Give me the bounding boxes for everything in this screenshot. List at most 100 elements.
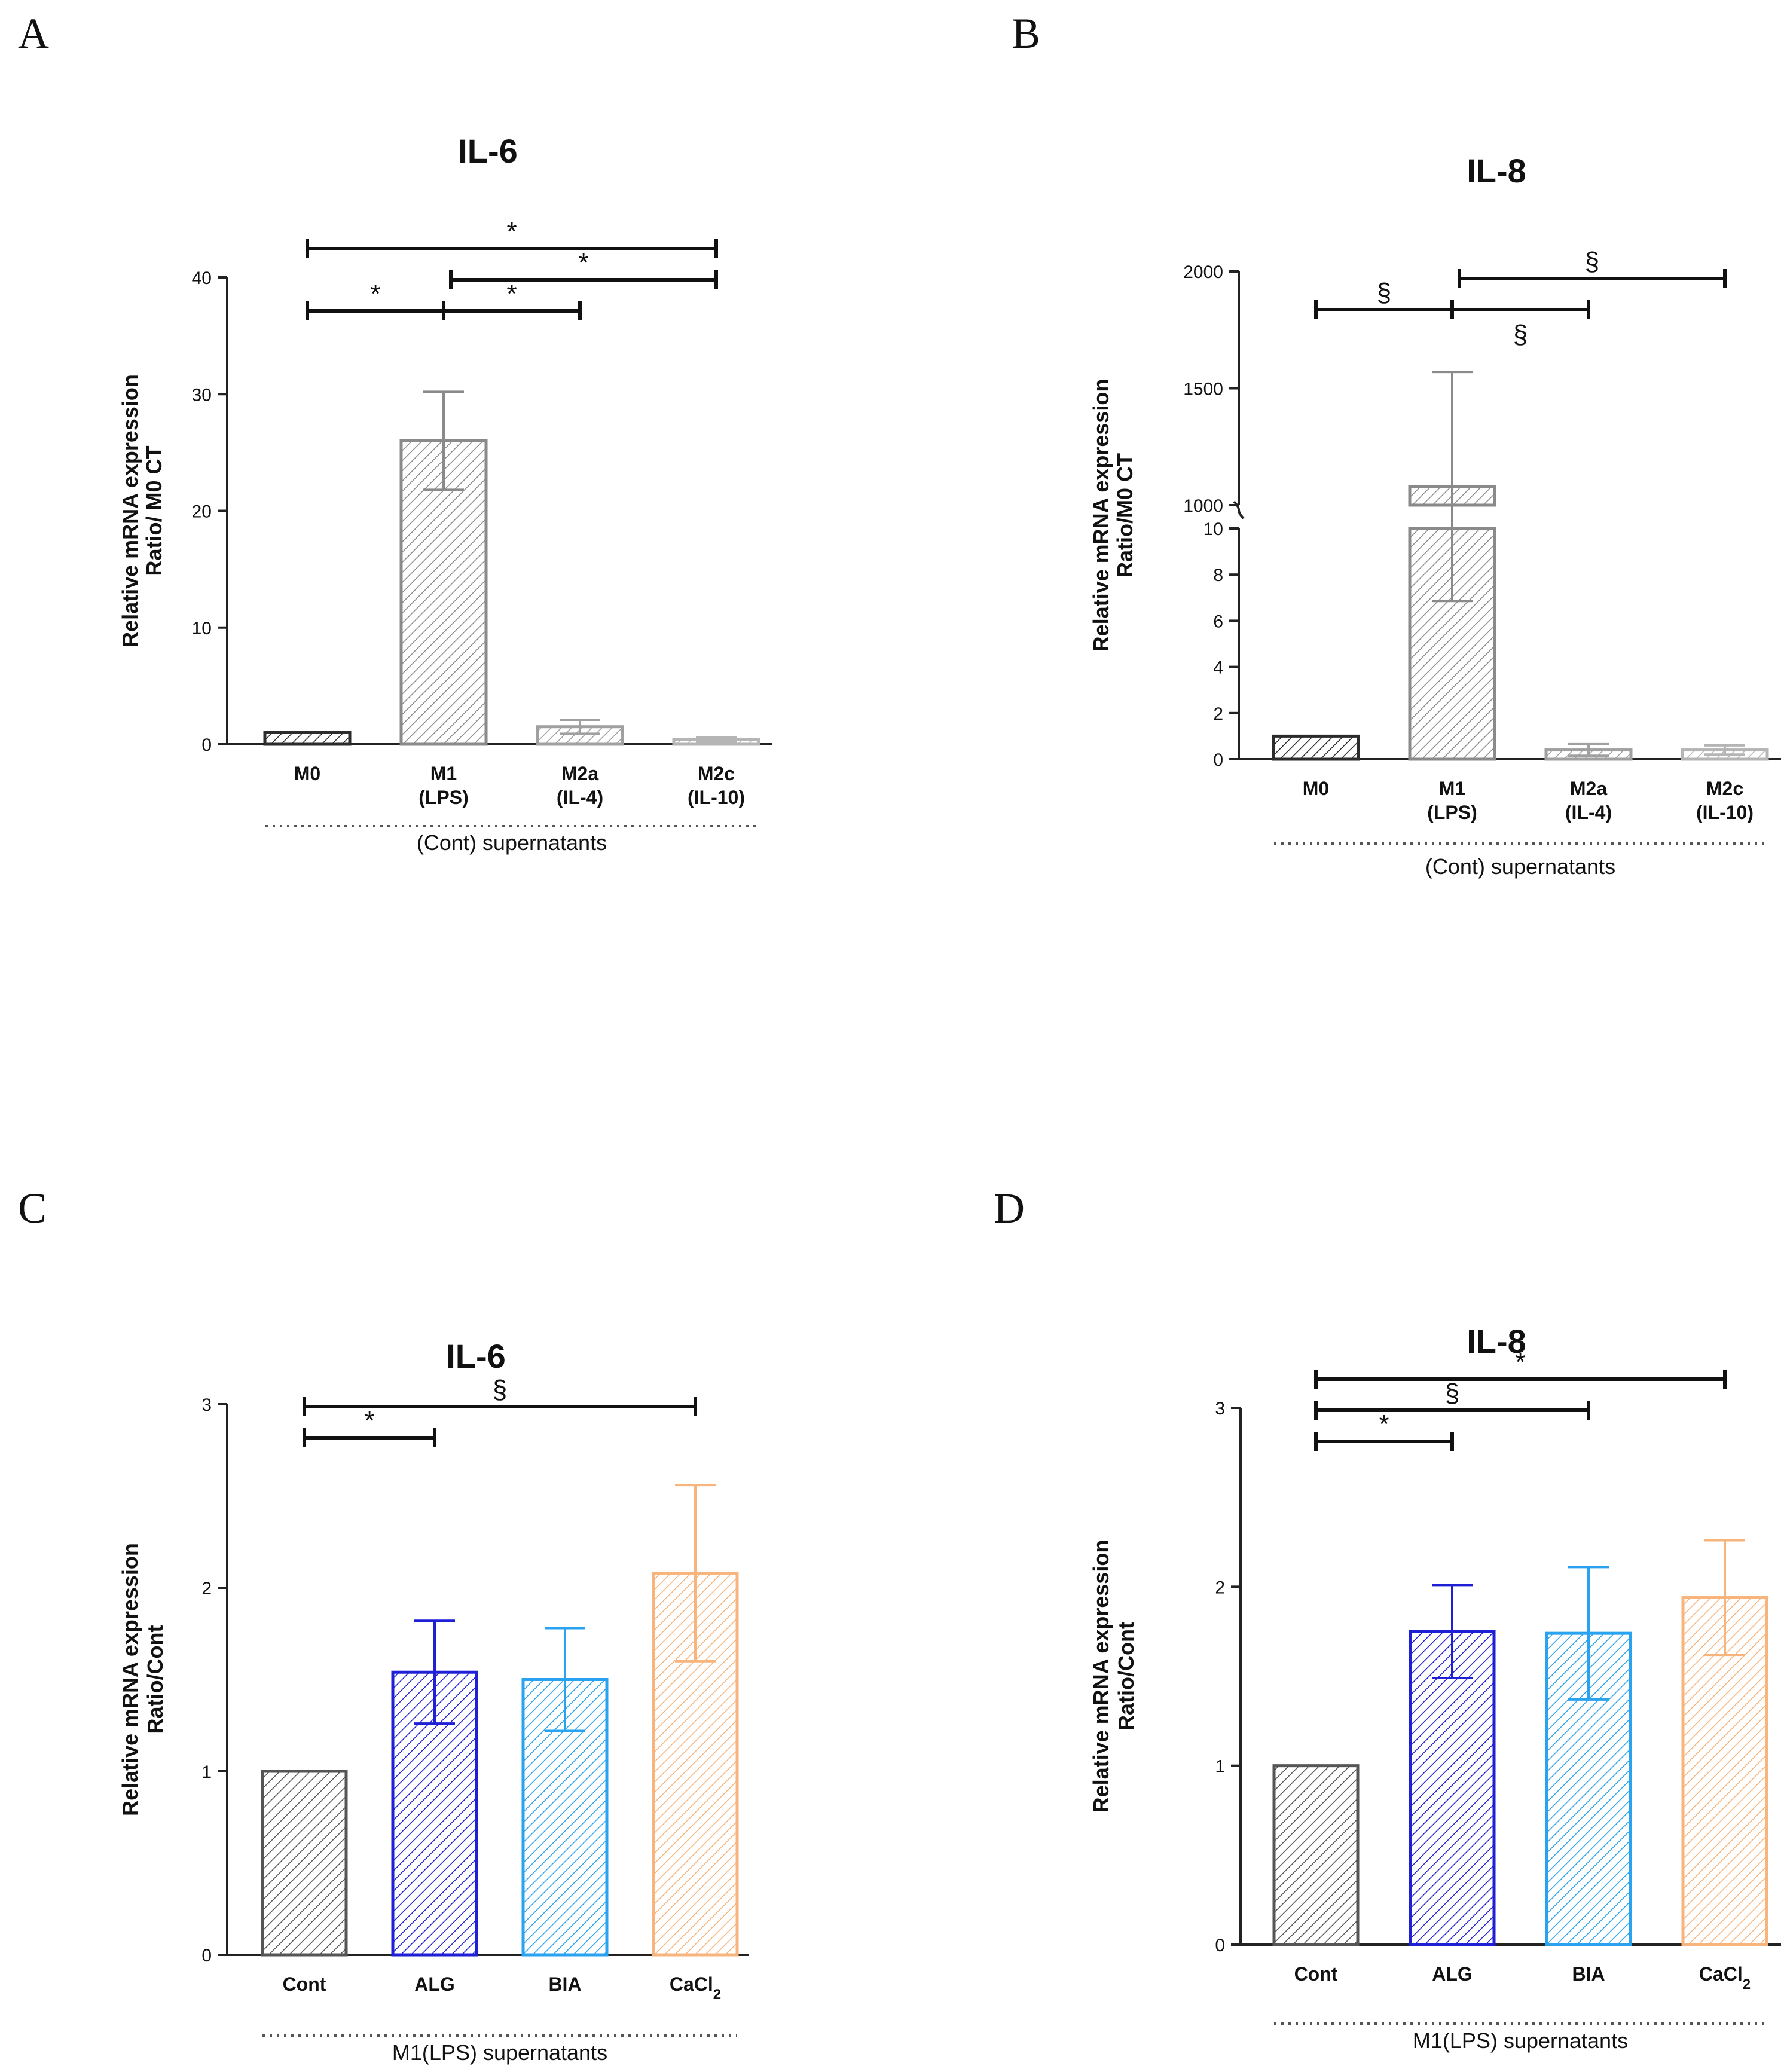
x-tick-label-text: M2a — [561, 763, 598, 784]
y-tick-label: 0 — [1213, 750, 1223, 770]
chart-title: IL-6 — [446, 1337, 506, 1375]
bar-group — [261, 1770, 348, 1957]
x-tick-label-2: (IL-10) — [688, 787, 745, 808]
y-tick-label: 2000 — [1183, 262, 1223, 282]
x-tick-label-text: CaCl — [670, 1973, 713, 1995]
bar — [391, 1670, 478, 1957]
y-tick-label: 10 — [1203, 519, 1223, 539]
panel-b: B IL-8 1000 1500 2000 0 2 4 6 8 10 Relative mRNA ex… — [892, 0, 1784, 1036]
group-label: M1(LPS) supernatants — [1413, 2028, 1628, 2053]
bar-group — [652, 1484, 739, 1957]
x-tick-label-text: M0 — [294, 763, 320, 784]
x-tick-label-text: M2a — [1570, 778, 1607, 799]
bar-group — [1272, 1764, 1360, 1946]
significance-bracket: * — [303, 1406, 436, 1447]
chart-title: IL-8 — [1467, 1322, 1526, 1360]
x-tick-label: CaCl2 — [1699, 1963, 1751, 1992]
bar — [1272, 1764, 1360, 1946]
x-tick-label-text: CaCl — [1699, 1963, 1743, 1985]
panel-a: A IL-6 0 10 20 30 40 Relative mRNA expression Ra… — [0, 0, 892, 1036]
bar-group — [399, 390, 488, 746]
y-tick-label: 40 — [192, 268, 212, 288]
x-tick-label-2: (LPS) — [1427, 802, 1477, 823]
chart-d: D IL-8 0 1 2 3 Relative mRNA expression Ratio/C… — [994, 1184, 1781, 2053]
significance-label: § — [1513, 320, 1528, 349]
significance-bracket: § — [1458, 247, 1727, 288]
x-tick-label-text: M0 — [1303, 778, 1329, 799]
y-axis-label: Relative mRNA expression — [1089, 379, 1113, 652]
significance-bracket: § — [1450, 300, 1590, 349]
bar — [1409, 1630, 1496, 1946]
x-tick-label-text: Cont — [283, 1973, 326, 1995]
significance-bracket: * — [306, 217, 718, 258]
significance-label: * — [506, 217, 517, 246]
significance-label: * — [506, 279, 517, 308]
chart-c: C IL-6 0 1 2 3 Relative mRNA expression Ratio/C… — [18, 1184, 749, 2065]
panel-letter: D — [994, 1184, 1025, 1232]
significance-bracket: * — [1314, 1347, 1727, 1389]
bar-group — [536, 718, 624, 746]
x-tick-label: CaCl2 — [670, 1973, 721, 2003]
y-axis-label-2: Ratio/M0 CT — [1113, 453, 1137, 577]
significance-label: § — [493, 1375, 507, 1404]
chart-title: IL-8 — [1467, 152, 1526, 190]
significance-bracket: * — [442, 279, 582, 320]
x-tick-label-2: (LPS) — [418, 787, 469, 808]
significance-bracket: * — [306, 279, 445, 320]
x-tick-label: M2a — [561, 763, 598, 784]
significance-bracket: § — [1314, 278, 1454, 319]
y-tick-label: 30 — [192, 385, 212, 405]
panel-letter: B — [1012, 10, 1040, 57]
x-tick-label: BIA — [1572, 1963, 1605, 1985]
bar-group — [1272, 734, 1360, 761]
x-tick-label-text: Cont — [1294, 1963, 1338, 1985]
bar — [399, 439, 488, 746]
y-tick-label: 6 — [1213, 612, 1223, 631]
significance-bracket: * — [1314, 1410, 1454, 1451]
x-tick-label-text: BIA — [548, 1973, 581, 1995]
y-tick-label: 20 — [192, 502, 212, 522]
x-tick-label: M1 — [1439, 778, 1465, 799]
y-tick-label: 0 — [1215, 1936, 1225, 1955]
x-tick-label: BIA — [548, 1973, 581, 1995]
x-tick-label-2: (IL-4) — [1565, 802, 1612, 823]
significance-label: § — [1585, 247, 1599, 276]
significance-bracket: § — [1314, 1379, 1590, 1420]
y-tick-label: 3 — [201, 1395, 212, 1415]
y-axis: 0 1 2 3 — [201, 1395, 228, 1966]
bar-group — [263, 731, 352, 746]
x-tick-label-text: M1 — [1439, 778, 1465, 799]
x-tick-label: M2c — [698, 763, 735, 784]
group-label: (Cont) supernatants — [1425, 854, 1615, 879]
y-tick-label: 1500 — [1183, 380, 1223, 399]
significance-label: * — [1515, 1347, 1525, 1377]
y-tick-label: 8 — [1213, 566, 1223, 585]
chart-title: IL-6 — [458, 132, 518, 170]
chart-a: A IL-6 0 10 20 30 40 Relative mRNA expression Ra… — [18, 10, 772, 855]
y-axis: 0 10 20 30 40 — [192, 268, 228, 755]
y-tick-label: 2 — [1215, 1578, 1225, 1597]
bar — [1408, 527, 1496, 761]
panel-letter: A — [18, 10, 49, 57]
significance-label: § — [1445, 1379, 1459, 1408]
y-tick-label: 1000 — [1183, 496, 1223, 516]
significance-label: * — [364, 1406, 374, 1435]
y-axis-label: Relative mRNA expression — [118, 1543, 142, 1816]
y-axis: 0 1 2 3 — [1215, 1399, 1242, 1955]
x-tick-label: M0 — [294, 763, 320, 784]
x-tick-label-sub: 2 — [713, 1987, 721, 2003]
bar-group — [1681, 744, 1769, 761]
bar-group — [1544, 742, 1633, 761]
bar-group — [1681, 1539, 1768, 1946]
significance-label: * — [1379, 1410, 1389, 1439]
significance-label: * — [578, 248, 588, 277]
bar — [521, 1678, 609, 1957]
x-tick-label: Cont — [1294, 1963, 1338, 1985]
y-tick-label: 1 — [1215, 1757, 1225, 1777]
bar-group — [391, 1619, 478, 1957]
bar — [263, 731, 352, 746]
group-label: (Cont) supernatants — [417, 830, 607, 855]
x-tick-label: M2a — [1570, 778, 1607, 799]
x-tick-label: M2c — [1706, 778, 1743, 799]
bar-group — [521, 1627, 609, 1957]
